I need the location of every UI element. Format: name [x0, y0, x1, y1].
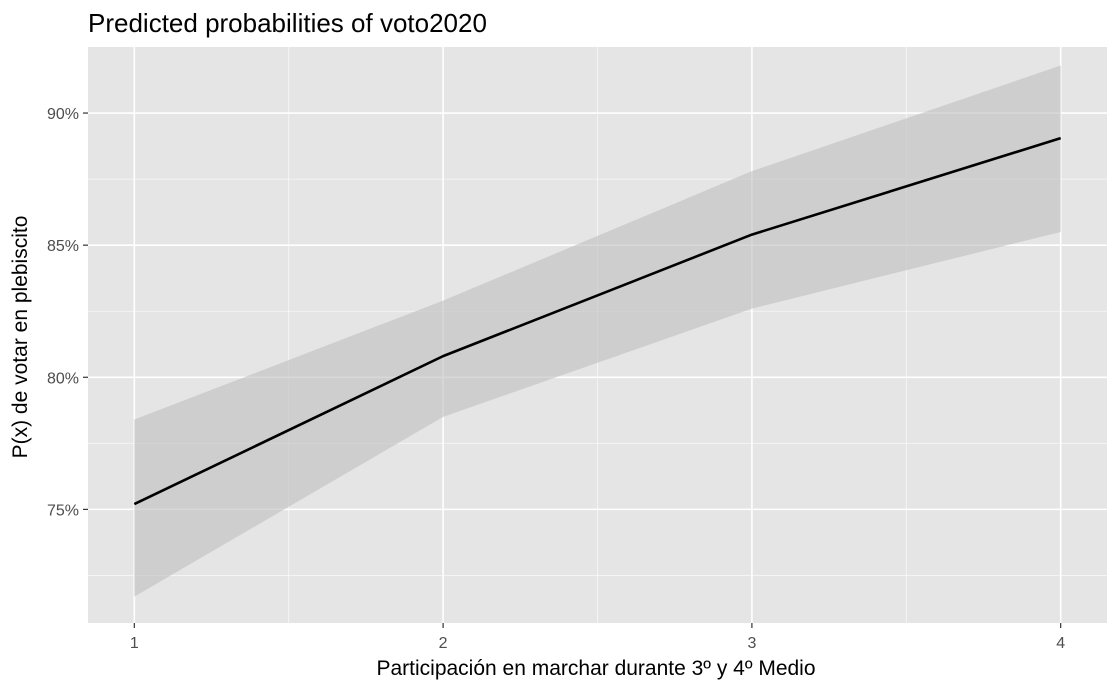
x-tick-label: 2 — [439, 635, 448, 652]
series-line — [133, 136, 1062, 506]
y-axis-title: P(x) de votar en plebiscito — [9, 216, 32, 459]
chart-title: Predicted probabilities of voto2020 — [88, 8, 487, 38]
y-axis: 75% 80% 85% 90% — [47, 106, 88, 519]
y-tick-label: 80% — [47, 370, 79, 387]
x-axis: 1 2 3 4 — [130, 623, 1065, 652]
y-tick-label: 85% — [47, 238, 79, 255]
x-tick-label: 3 — [747, 635, 756, 652]
x-tick-label: 4 — [1056, 635, 1065, 652]
x-axis-title: Participación en marchar durante 3º y 4º… — [376, 657, 815, 680]
y-tick-label: 90% — [47, 106, 79, 123]
y-tick-label: 75% — [47, 502, 79, 519]
x-tick-label: 1 — [130, 635, 139, 652]
confidence-ribbon — [134, 65, 1061, 597]
